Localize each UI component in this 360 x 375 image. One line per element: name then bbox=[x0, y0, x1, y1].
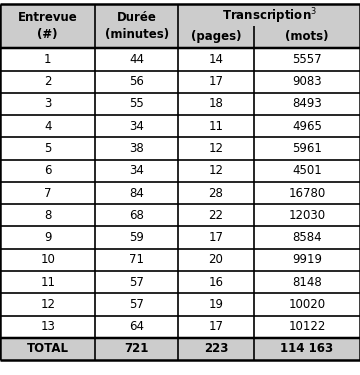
Bar bbox=[0, 70, 360, 93]
Text: 5961: 5961 bbox=[292, 142, 322, 155]
Bar bbox=[0, 226, 360, 249]
Text: 7: 7 bbox=[44, 187, 51, 200]
Text: 14: 14 bbox=[208, 53, 224, 66]
Bar bbox=[95, 4, 178, 48]
Bar bbox=[0, 204, 360, 226]
Bar bbox=[0, 249, 360, 271]
Text: 59: 59 bbox=[129, 231, 144, 244]
Text: 12030: 12030 bbox=[288, 209, 325, 222]
Text: 3: 3 bbox=[44, 98, 51, 111]
Text: 11: 11 bbox=[40, 276, 55, 289]
Text: 56: 56 bbox=[129, 75, 144, 88]
Text: 6: 6 bbox=[44, 164, 51, 177]
Text: 22: 22 bbox=[208, 209, 224, 222]
Text: 114 163: 114 163 bbox=[280, 342, 333, 355]
Text: 13: 13 bbox=[40, 320, 55, 333]
Text: 10020: 10020 bbox=[288, 298, 325, 311]
Bar bbox=[0, 48, 360, 70]
Text: 8584: 8584 bbox=[292, 231, 322, 244]
Text: 18: 18 bbox=[208, 98, 224, 111]
Text: 16780: 16780 bbox=[288, 187, 325, 200]
Text: 1: 1 bbox=[44, 53, 51, 66]
Text: 11: 11 bbox=[208, 120, 224, 133]
Text: 2: 2 bbox=[44, 75, 51, 88]
Bar bbox=[0, 182, 360, 204]
Text: 34: 34 bbox=[129, 120, 144, 133]
Text: 19: 19 bbox=[208, 298, 224, 311]
Text: 8148: 8148 bbox=[292, 276, 322, 289]
Bar bbox=[0, 137, 360, 160]
Text: TOTAL: TOTAL bbox=[27, 342, 69, 355]
Text: 12: 12 bbox=[208, 164, 224, 177]
Bar bbox=[0, 293, 360, 316]
Text: 17: 17 bbox=[208, 320, 224, 333]
Text: (#): (#) bbox=[37, 28, 58, 41]
Text: 34: 34 bbox=[129, 164, 144, 177]
Bar bbox=[0, 160, 360, 182]
Bar bbox=[0, 338, 360, 360]
Text: 9: 9 bbox=[44, 231, 51, 244]
Text: 4501: 4501 bbox=[292, 164, 322, 177]
Text: 9083: 9083 bbox=[292, 75, 322, 88]
Text: 71: 71 bbox=[129, 254, 144, 266]
Text: 12: 12 bbox=[40, 298, 55, 311]
Text: 64: 64 bbox=[129, 320, 144, 333]
Text: 223: 223 bbox=[204, 342, 228, 355]
Text: 8: 8 bbox=[44, 209, 51, 222]
Text: 8493: 8493 bbox=[292, 98, 322, 111]
Text: 17: 17 bbox=[208, 231, 224, 244]
Text: 12: 12 bbox=[208, 142, 224, 155]
Text: 57: 57 bbox=[129, 298, 144, 311]
Text: 57: 57 bbox=[129, 276, 144, 289]
Text: 17: 17 bbox=[208, 75, 224, 88]
Text: (pages): (pages) bbox=[191, 30, 241, 43]
Text: 4965: 4965 bbox=[292, 120, 322, 133]
Text: Durée: Durée bbox=[117, 10, 157, 24]
Bar bbox=[0, 115, 360, 137]
Text: 5: 5 bbox=[44, 142, 51, 155]
Bar bbox=[178, 4, 360, 48]
Text: 38: 38 bbox=[130, 142, 144, 155]
Text: 10122: 10122 bbox=[288, 320, 325, 333]
Text: 28: 28 bbox=[208, 187, 224, 200]
Text: 10: 10 bbox=[40, 254, 55, 266]
Bar bbox=[0, 93, 360, 115]
Text: 20: 20 bbox=[208, 254, 224, 266]
Text: (minutes): (minutes) bbox=[105, 28, 169, 41]
Text: 9919: 9919 bbox=[292, 254, 322, 266]
Bar bbox=[0, 271, 360, 293]
Bar bbox=[0, 4, 95, 48]
Text: 44: 44 bbox=[129, 53, 144, 66]
Text: 84: 84 bbox=[129, 187, 144, 200]
Text: 16: 16 bbox=[208, 276, 224, 289]
Bar bbox=[0, 316, 360, 338]
Text: Transcription$^3$: Transcription$^3$ bbox=[222, 6, 316, 26]
Text: Entrevue: Entrevue bbox=[18, 10, 77, 24]
Text: 721: 721 bbox=[125, 342, 149, 355]
Text: 5557: 5557 bbox=[292, 53, 322, 66]
Text: 4: 4 bbox=[44, 120, 51, 133]
Text: (mots): (mots) bbox=[285, 30, 329, 43]
Text: 55: 55 bbox=[130, 98, 144, 111]
Text: 68: 68 bbox=[129, 209, 144, 222]
